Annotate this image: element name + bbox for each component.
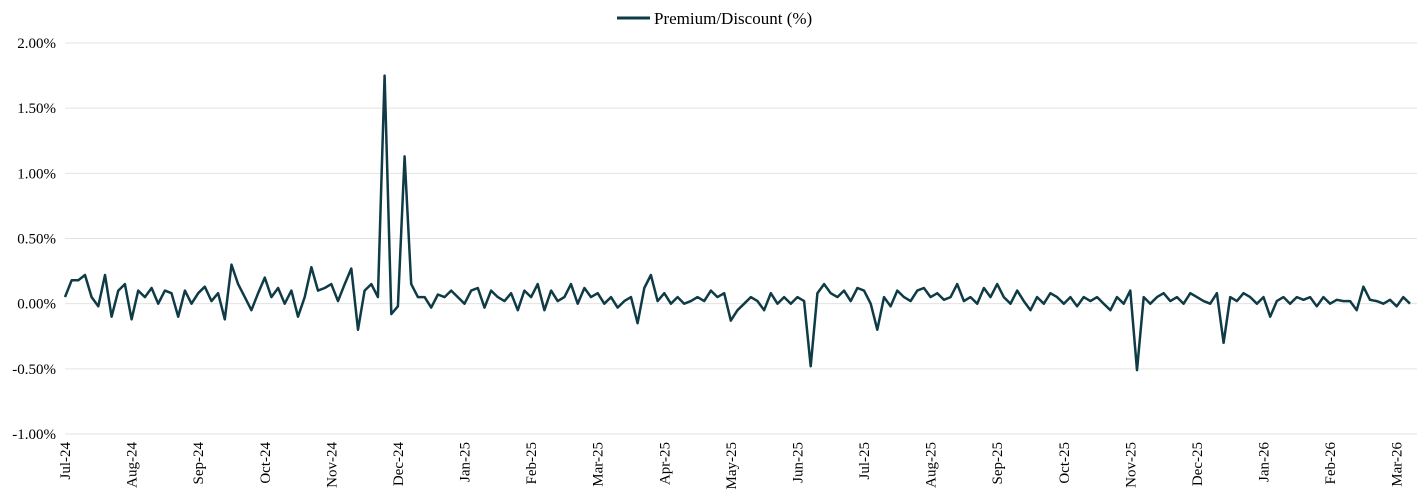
x-tick-label: May-25	[724, 442, 740, 490]
legend-label: Premium/Discount (%)	[654, 9, 812, 28]
x-tick-label: Jan-26	[1257, 442, 1273, 482]
x-tick-label: Aug-24	[125, 442, 141, 488]
x-tick-label: Dec-24	[391, 442, 407, 487]
x-tick-label: Jul-24	[58, 442, 74, 480]
x-tick-label: Aug-25	[924, 442, 940, 488]
x-tick-label: Nov-24	[324, 442, 340, 488]
y-tick-label: -1.00%	[12, 427, 56, 443]
x-tick-label: Jun-25	[790, 442, 806, 483]
x-tick-label: Oct-24	[258, 442, 274, 484]
x-tick-label: Jul-25	[857, 442, 873, 480]
x-tick-label: Dec-25	[1190, 442, 1206, 486]
y-tick-label: 1.50%	[17, 101, 56, 117]
y-tick-label: 0.50%	[17, 232, 56, 248]
y-tick-label: 0.00%	[17, 297, 56, 313]
x-tick-label: Sep-25	[990, 442, 1006, 485]
x-tick-label: Feb-26	[1323, 442, 1339, 485]
x-tick-label: Nov-25	[1123, 442, 1139, 488]
y-tick-label: -0.50%	[12, 362, 56, 378]
y-tick-label: 1.00%	[17, 166, 56, 182]
line-series	[63, 74, 1411, 372]
x-tick-label: Sep-24	[191, 442, 207, 485]
x-tick-label: Mar-25	[591, 442, 607, 487]
x-tick-label: Oct-25	[1057, 442, 1073, 484]
x-tick-label: Feb-25	[524, 442, 540, 485]
x-tick-label: Mar-26	[1390, 442, 1406, 487]
y-tick-label: 2.00%	[17, 36, 56, 52]
x-tick-label: Jan-25	[458, 442, 474, 482]
x-tick-label: Apr-25	[657, 442, 673, 485]
